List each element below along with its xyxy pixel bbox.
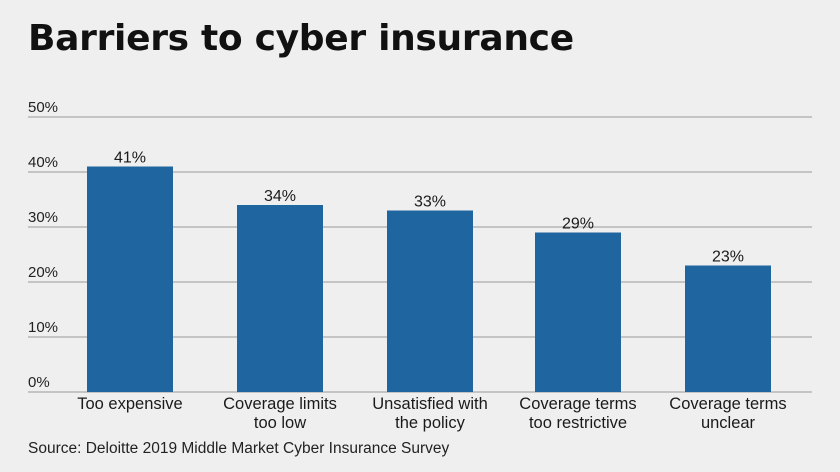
- x-tick-label: unclear: [701, 414, 756, 432]
- x-tick-label: Coverage terms: [669, 395, 786, 413]
- y-tick-label: 10%: [28, 319, 58, 336]
- x-tick-label: Coverage terms: [519, 395, 636, 413]
- bar-value-label: 34%: [264, 188, 296, 205]
- x-tick-label: too low: [254, 414, 306, 432]
- bar-value-label: 41%: [114, 150, 146, 167]
- x-tick-label: Coverage limits: [223, 395, 337, 413]
- bar: [87, 166, 173, 392]
- x-tick-label: the policy: [395, 414, 465, 432]
- source-note: Source: Deloitte 2019 Middle Market Cybe…: [28, 440, 450, 457]
- chart-title: Barriers to cyber insurance: [28, 18, 574, 59]
- bar-value-label: 29%: [562, 216, 594, 233]
- y-tick-label: 30%: [28, 209, 58, 226]
- y-tick-label: 0%: [28, 374, 50, 391]
- x-tick-label: Unsatisfied with: [372, 395, 488, 413]
- bar-value-label: 33%: [414, 194, 446, 211]
- x-tick-label: Too expensive: [77, 395, 183, 413]
- bar: [685, 265, 771, 392]
- bar: [237, 205, 323, 392]
- bar-value-label: 23%: [712, 249, 744, 266]
- bar: [535, 232, 621, 392]
- y-tick-label: 40%: [28, 154, 58, 171]
- x-tick-label: too restrictive: [529, 414, 627, 432]
- bar: [387, 210, 473, 392]
- y-tick-label: 50%: [28, 99, 58, 116]
- y-tick-label: 20%: [28, 264, 58, 281]
